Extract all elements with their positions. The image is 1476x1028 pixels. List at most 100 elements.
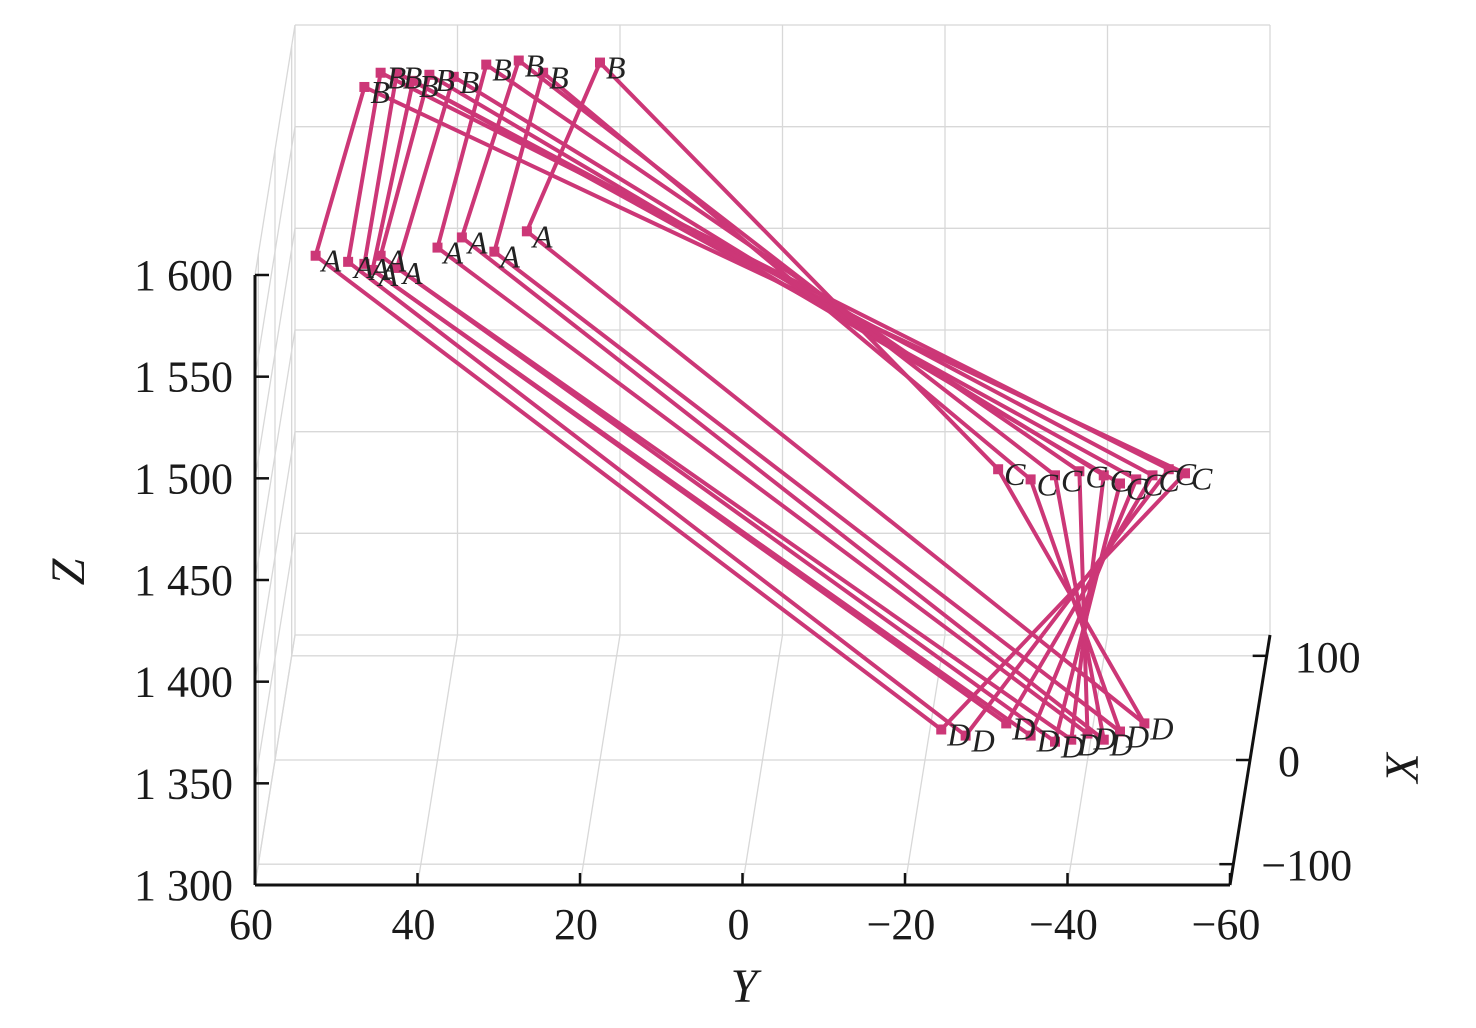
vertex-b-9 (595, 57, 605, 68)
point-label-d: D (1060, 729, 1084, 765)
x-tick-label: −100 (1261, 841, 1352, 890)
point-label-a: A (320, 243, 342, 279)
vertex-d-7 (1098, 734, 1109, 745)
point-label-c: C (1004, 456, 1026, 492)
vertex-a-5 (391, 262, 402, 273)
point-label-c: C (1061, 462, 1083, 498)
point-labels-layer: A B C D A B C D A B C D A B C D A B C D A B C D A B C D A B C D A B C D A B C D (320, 48, 1213, 765)
vertex-c-2 (1147, 470, 1158, 481)
vertex-d-5 (1066, 734, 1077, 745)
point-label-b: B (403, 60, 423, 96)
vertex-a-0 (310, 250, 321, 261)
z-tick-label: 1 500 (134, 454, 233, 503)
point-label-d: D (1076, 727, 1100, 763)
vertex-c-0 (1180, 468, 1190, 479)
vertex-a-8 (489, 246, 500, 257)
z-tick-label: 1 550 (134, 353, 233, 402)
vertex-a-6 (432, 242, 443, 253)
vertex-c-8 (1025, 474, 1036, 485)
vertex-d-4 (1050, 736, 1060, 747)
point-label-c: C (1142, 466, 1164, 502)
series-path-3 (370, 78, 1139, 738)
vertex-c-5 (1098, 470, 1109, 481)
point-label-d: D (1149, 710, 1173, 746)
point-label-a: A (368, 251, 390, 287)
z-tick-label: 1 600 (134, 251, 233, 300)
vertex-b-7 (513, 55, 524, 66)
vertex-b-0 (359, 81, 370, 92)
vertex-a-4 (375, 250, 386, 261)
point-label-d: D (1109, 727, 1133, 763)
vertex-a-9 (521, 226, 532, 237)
y-tick-label: −20 (867, 900, 936, 949)
point-label-a: A (498, 239, 520, 275)
point-label-b: B (549, 60, 569, 96)
z-tick-label: 1 300 (134, 861, 233, 910)
point-label-c: C (1110, 462, 1132, 498)
vertex-c-1 (1163, 464, 1174, 475)
point-label-a: A (531, 218, 553, 254)
point-label-c: C (1175, 456, 1197, 492)
point-label-a: A (385, 243, 407, 279)
y-tick-label: −40 (1029, 900, 1098, 949)
point-label-c: C (1126, 470, 1148, 506)
point-label-d: D (1093, 721, 1117, 757)
x-axis-label: X (1376, 752, 1429, 785)
point-label-d: D (1011, 710, 1035, 746)
y-tick-label: −60 (1192, 900, 1261, 949)
vertex-b-6 (481, 59, 492, 70)
series-layer (310, 55, 1190, 747)
point-label-b: B (460, 64, 480, 100)
x-tick-label: 100 (1295, 633, 1361, 682)
point-label-b: B (525, 48, 545, 84)
vertex-d-9 (1139, 718, 1150, 729)
vertex-b-8 (538, 67, 549, 78)
vertex-a-7 (456, 232, 467, 243)
point-label-d: D (1125, 719, 1149, 755)
z-axis-label: Z (42, 557, 95, 585)
vertex-a-3 (367, 264, 378, 275)
y-tick-label: 60 (229, 900, 273, 949)
vertex-b-5 (448, 71, 459, 82)
vertex-b-2 (391, 67, 402, 78)
point-label-c: C (1085, 458, 1107, 494)
point-label-a: A (442, 235, 464, 271)
x-tick-label: 0 (1278, 737, 1300, 786)
vertex-b-4 (424, 69, 435, 80)
point-label-d: D (971, 723, 995, 759)
point-label-b: B (419, 68, 439, 104)
point-label-b: B (492, 52, 512, 88)
point-label-a: A (352, 249, 374, 285)
vertex-c-6 (1074, 466, 1085, 477)
vertex-c-7 (1050, 470, 1060, 481)
y-tick-label: 0 (728, 900, 750, 949)
z-tick-label: 1 350 (134, 759, 233, 808)
point-label-d: D (1036, 723, 1060, 759)
point-label-a: A (377, 257, 399, 293)
vertex-d-0 (936, 724, 947, 735)
point-label-c: C (1037, 466, 1059, 502)
vertex-d-6 (1082, 728, 1093, 739)
y-tick-label: 40 (392, 900, 436, 949)
point-label-c: C (1159, 462, 1181, 498)
point-label-b: B (370, 74, 390, 110)
vertex-c-3 (1131, 474, 1142, 485)
point-label-b: B (435, 62, 455, 98)
point-label-a: A (466, 224, 488, 260)
vertex-b-3 (408, 75, 419, 86)
point-label-b: B (606, 50, 626, 86)
z-tick-label: 1 450 (134, 556, 233, 605)
vertex-a-2 (359, 258, 370, 269)
y-axis-label: Y (731, 960, 762, 1013)
vertex-c-9 (993, 464, 1004, 475)
point-label-a: A (401, 255, 423, 291)
vertex-d-1 (960, 730, 971, 741)
point-label-c: C (1191, 460, 1213, 496)
z-tick-label: 1 400 (134, 658, 233, 707)
point-label-b: B (387, 60, 407, 96)
point-label-d: D (946, 717, 970, 753)
vertex-b-1 (375, 67, 386, 78)
series-path-1 (346, 70, 1171, 738)
